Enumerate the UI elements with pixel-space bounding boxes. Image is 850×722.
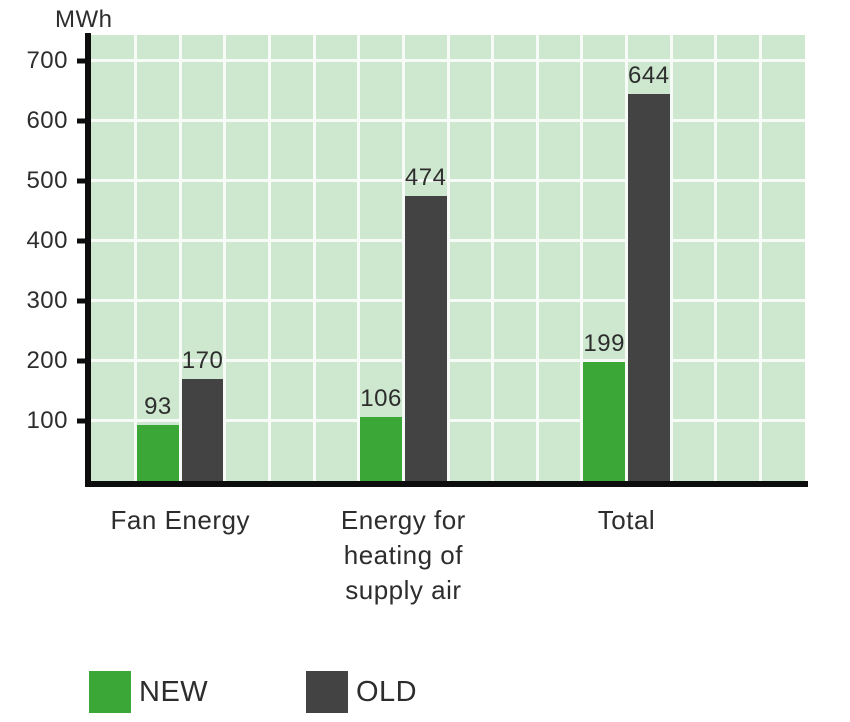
bar-value-label: 170 bbox=[181, 346, 224, 374]
y-tick-label: 100 bbox=[26, 406, 68, 434]
legend: NEW OLD bbox=[0, 671, 850, 713]
gridline-vertical bbox=[491, 35, 495, 481]
legend-label: NEW bbox=[139, 675, 209, 708]
gridline-horizontal bbox=[91, 299, 805, 303]
y-tick-label: 700 bbox=[26, 46, 68, 74]
category-label: Energy for heating of supply air bbox=[340, 505, 466, 605]
plot-area: 93 170 106 474 199 644 bbox=[91, 35, 805, 481]
x-axis-line bbox=[85, 481, 808, 487]
y-tick-label: 600 bbox=[26, 106, 68, 134]
gridline-vertical bbox=[714, 35, 718, 481]
gridline-horizontal bbox=[91, 59, 805, 63]
gridline-vertical bbox=[401, 35, 405, 481]
bar-old bbox=[404, 196, 447, 481]
bar-new bbox=[583, 361, 625, 481]
gridline-vertical bbox=[134, 35, 138, 481]
y-axis-unit-label: MWh bbox=[55, 6, 113, 33]
y-tick-label: 300 bbox=[26, 286, 68, 314]
gridline-vertical bbox=[357, 35, 361, 481]
y-axis-line bbox=[85, 33, 91, 487]
gridline-vertical bbox=[625, 35, 628, 481]
legend-label: OLD bbox=[356, 675, 418, 708]
y-tick-label: 500 bbox=[26, 166, 68, 194]
bar-value-label: 474 bbox=[404, 164, 447, 192]
gridline-vertical bbox=[312, 35, 316, 481]
bar-value-label: 93 bbox=[144, 393, 172, 421]
legend-swatch bbox=[306, 671, 348, 713]
gridline-horizontal bbox=[91, 239, 805, 243]
category-label: Total bbox=[597, 505, 656, 535]
gridline-vertical bbox=[758, 35, 762, 481]
bar-new bbox=[360, 417, 402, 481]
bar-value-label: 644 bbox=[628, 62, 670, 90]
gridline-vertical bbox=[223, 35, 227, 481]
y-tick-label: 200 bbox=[26, 346, 68, 374]
gridline-horizontal bbox=[91, 419, 805, 423]
gridline-vertical bbox=[535, 35, 539, 481]
y-tick-label: 400 bbox=[26, 226, 68, 254]
gridline-vertical bbox=[268, 35, 271, 481]
bar-old bbox=[628, 94, 670, 481]
gridline-horizontal bbox=[91, 179, 805, 183]
legend-swatch bbox=[89, 671, 131, 713]
gridline-horizontal bbox=[91, 359, 805, 363]
bar-new bbox=[137, 425, 179, 481]
gridline-vertical bbox=[669, 35, 673, 481]
legend-item-old: OLD bbox=[306, 671, 417, 713]
gridline-vertical bbox=[446, 35, 450, 481]
gridline-horizontal bbox=[91, 119, 805, 123]
bar-value-label: 106 bbox=[360, 385, 402, 413]
legend-item-new: NEW bbox=[89, 671, 208, 713]
bar-value-label: 199 bbox=[583, 329, 625, 357]
category-label: Fan Energy bbox=[110, 505, 250, 535]
gridline-vertical bbox=[580, 35, 584, 481]
bar-old bbox=[181, 378, 224, 481]
gridline-vertical bbox=[178, 35, 182, 481]
